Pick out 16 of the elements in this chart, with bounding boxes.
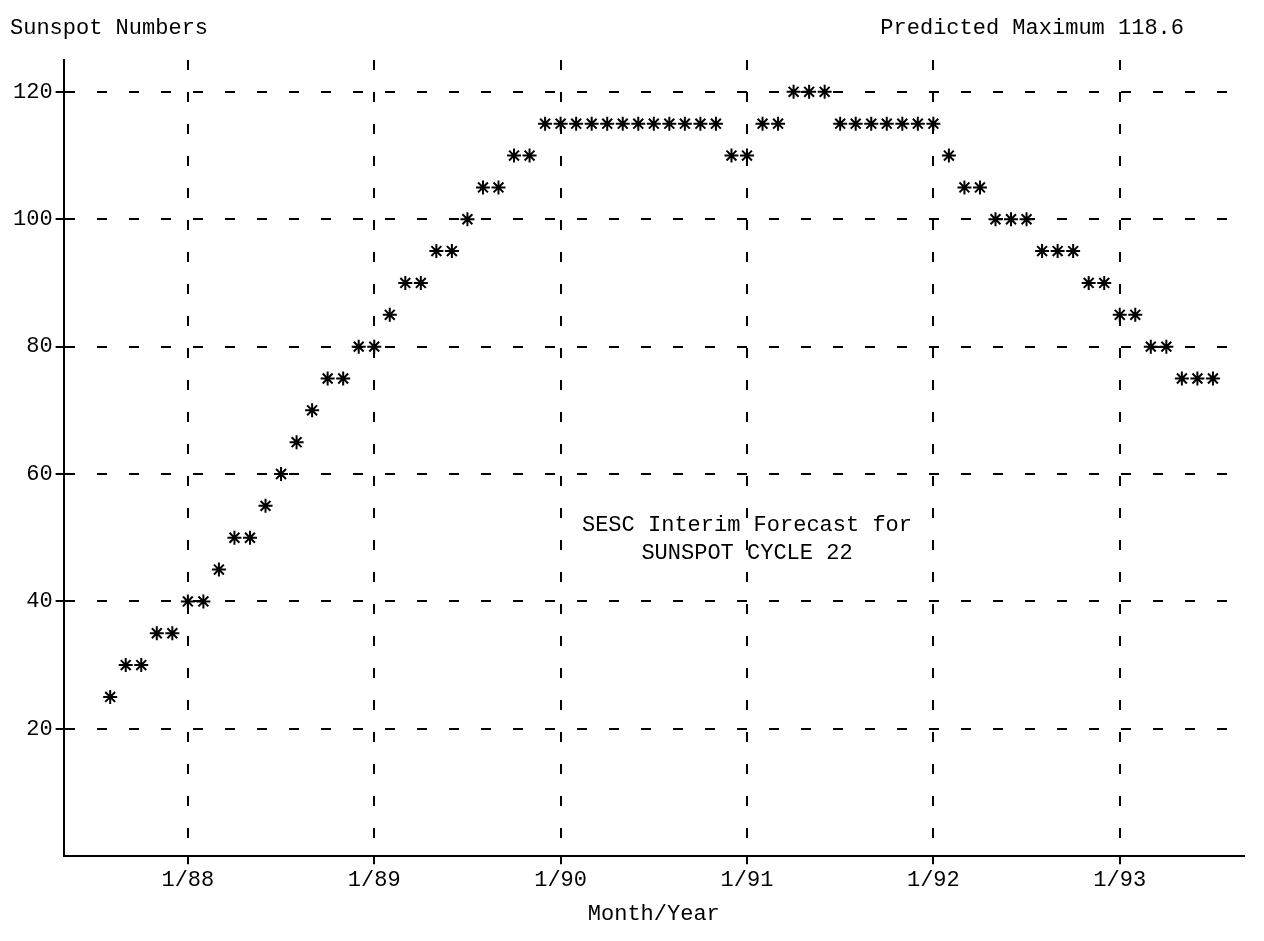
y-tick-label: 100 [13,207,53,233]
text: Predicted Maximum 118.6 [880,15,1184,41]
y-tick-label: 60 [26,461,53,487]
x-tick-label: 1/90 [534,868,588,894]
x-tick-label: 1/92 [906,868,960,894]
y-tick-label: 80 [26,334,53,360]
x-tick-label: 1/91 [720,868,774,894]
y-tick-label: 20 [26,716,53,742]
y-tick-label: 120 [13,79,53,105]
y-axis-title: Sunspot Numbers [10,15,209,41]
annotation: SESC Interim Forecast for SUNSPOT CYCLE 22 [581,512,913,566]
x-tick-label: 1/89 [347,868,401,894]
x-tick-label: 1/93 [1093,868,1147,894]
x-tick-label: 1/88 [161,868,215,894]
x-axis-title: Month/Year [587,901,720,927]
y-tick-label: 40 [26,589,53,615]
